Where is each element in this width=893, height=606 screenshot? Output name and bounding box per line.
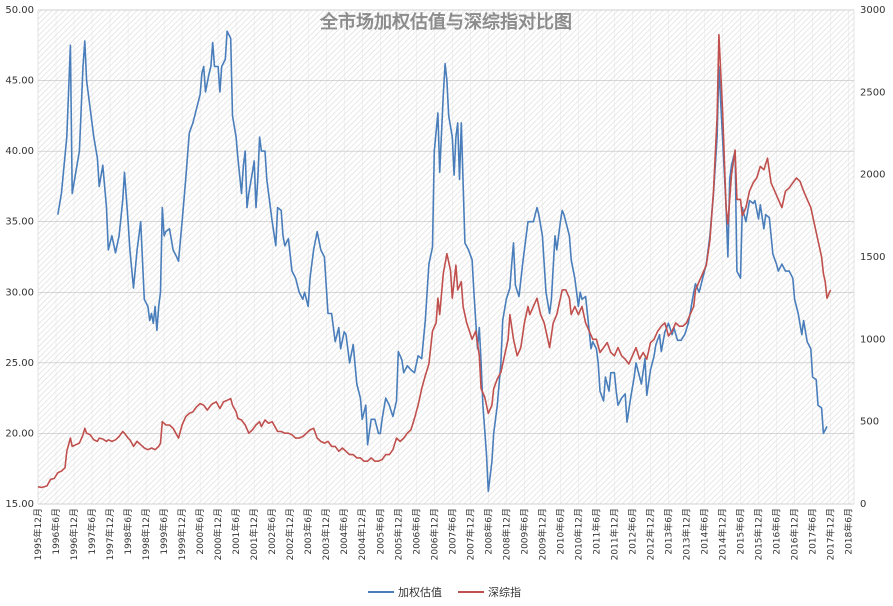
x-tick-label: 2008年6月 <box>482 508 494 555</box>
x-tick-label: 2015年6月 <box>735 508 747 555</box>
x-tick-label: 2005年6月 <box>374 508 386 555</box>
x-tick-label: 2018年6月 <box>843 508 855 555</box>
left-y-tick-label: 20.00 <box>5 428 34 439</box>
x-tick-label: 2012年6月 <box>626 508 638 555</box>
x-tick-label: 2014年6月 <box>698 508 710 555</box>
x-tick-label: 1999年12月 <box>176 508 188 560</box>
x-tick-label: 2007年12月 <box>464 508 476 560</box>
x-tick-label: 2011年6月 <box>590 508 602 555</box>
x-tick-label: 2009年12月 <box>536 508 548 560</box>
x-tick-label: 2000年12月 <box>212 508 224 560</box>
left-y-tick-label: 40.00 <box>5 146 34 157</box>
x-tick-label: 2005年12月 <box>392 508 404 560</box>
x-tick-label: 2013年6月 <box>662 508 674 555</box>
x-tick-label: 2008年12月 <box>500 508 512 560</box>
x-tick-label: 2001年12月 <box>248 508 260 560</box>
x-tick-label: 2012年12月 <box>644 508 656 560</box>
x-tick-label: 2009年6月 <box>518 508 530 555</box>
x-tick-label: 2003年12月 <box>320 508 332 560</box>
x-tick-label: 2017年12月 <box>825 508 837 560</box>
left-y-tick-label: 25.00 <box>5 358 34 369</box>
series-lines <box>37 30 832 493</box>
x-tick-label: 2017年6月 <box>807 508 819 555</box>
left-y-axis: 15.00 20.00 25.00 30.00 35.00 40.00 45.00 50.00 <box>5 5 34 510</box>
left-y-tick-label: 30.00 <box>5 287 34 298</box>
left-y-tick-label: 35.00 <box>5 217 34 228</box>
left-y-tick-label: 15.00 <box>5 499 34 510</box>
legend-label-szse: 深综指 <box>488 585 521 599</box>
x-tick-label: 2006年6月 <box>410 508 422 555</box>
right-y-tick-label: 3000 <box>860 5 885 16</box>
x-axis: 1995年12月 1996年6月 1996年12月 1997年6月 1997年12月 19… <box>32 508 855 560</box>
chart-title: 全市场加权估值与深综指对比图 <box>319 11 572 33</box>
x-tick-label: 2000年6月 <box>194 508 206 555</box>
x-tick-label: 2016年6月 <box>771 508 783 555</box>
x-tick-label: 2007年6月 <box>446 508 458 555</box>
x-tick-label: 1995年12月 <box>32 508 44 560</box>
x-tick-label: 2015年12月 <box>753 508 765 560</box>
x-tick-label: 2010年12月 <box>572 508 584 560</box>
x-tick-label: 2004年6月 <box>338 508 350 555</box>
x-tick-label: 2006年12月 <box>428 508 440 560</box>
x-tick-label: 2001年6月 <box>230 508 242 555</box>
x-tick-label: 1998年6月 <box>122 508 134 555</box>
x-tick-label: 2003年6月 <box>302 508 314 555</box>
right-y-tick-label: 1000 <box>860 334 885 345</box>
x-tick-label: 2016年12月 <box>789 508 801 560</box>
right-y-tick-label: 2500 <box>860 87 885 98</box>
right-y-axis: 0 500 1000 1500 2000 2500 3000 <box>860 5 885 510</box>
x-tick-label: 1996年6月 <box>50 508 62 555</box>
left-y-tick-label: 50.00 <box>5 5 34 16</box>
series-line-valuation <box>57 30 828 493</box>
legend-label-valuation: 加权估值 <box>398 586 442 599</box>
right-y-tick-label: 1500 <box>860 252 885 263</box>
x-tick-label: 2002年12月 <box>284 508 296 560</box>
right-y-tick-label: 500 <box>860 417 879 428</box>
x-tick-label: 2002年6月 <box>266 508 278 555</box>
series-line-szse <box>37 33 832 489</box>
right-y-tick-label: 2000 <box>860 170 885 181</box>
x-tick-label: 2011年12月 <box>608 508 620 560</box>
x-tick-label: 2013年12月 <box>680 508 692 560</box>
x-tick-label: 1998年12月 <box>140 508 152 560</box>
x-tick-label: 2014年12月 <box>717 508 729 560</box>
right-y-tick-label: 0 <box>860 499 866 510</box>
x-tick-label: 2004年12月 <box>356 508 368 560</box>
x-tick-label: 1997年12月 <box>104 508 116 560</box>
x-tick-label: 1996年12月 <box>68 508 80 560</box>
left-y-tick-label: 45.00 <box>5 76 34 87</box>
x-tick-label: 1999年6月 <box>158 508 170 555</box>
x-tick-label: 2010年6月 <box>554 508 566 555</box>
x-tick-label: 1997年6月 <box>86 508 98 555</box>
legend: 加权估值 深综指 <box>368 585 521 599</box>
